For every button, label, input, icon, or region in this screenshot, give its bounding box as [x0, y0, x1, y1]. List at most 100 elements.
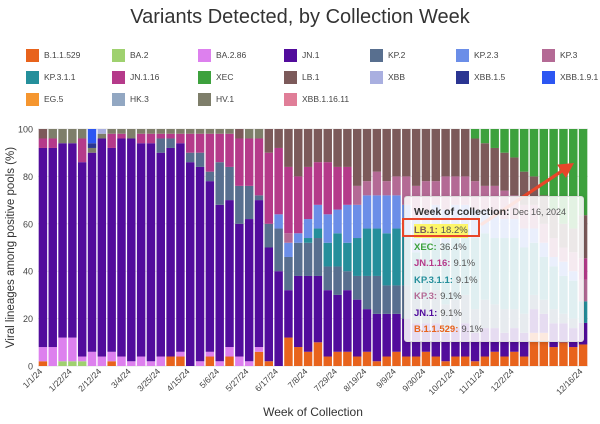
bar-segment[interactable] — [97, 129, 107, 134]
bar-segment[interactable] — [264, 129, 274, 153]
bar-segment[interactable] — [186, 162, 195, 366]
bar-segment[interactable] — [294, 275, 303, 348]
bar-segment[interactable] — [352, 275, 362, 300]
bar-segment[interactable] — [205, 351, 215, 357]
bar-segment[interactable] — [254, 351, 264, 366]
bar-segment[interactable] — [559, 129, 568, 224]
legend-item[interactable]: KP.3 — [542, 48, 577, 62]
bar-segment[interactable] — [87, 152, 97, 352]
bar-segment[interactable] — [58, 361, 67, 366]
bar-segment[interactable] — [87, 143, 97, 148]
legend-item[interactable]: HK.3 — [112, 92, 149, 106]
bar-segment[interactable] — [529, 129, 539, 177]
bar-segment[interactable] — [529, 332, 539, 366]
bar-segment[interactable] — [519, 129, 529, 172]
bar-segment[interactable] — [127, 361, 136, 366]
bar-segment[interactable] — [254, 347, 264, 352]
bar-segment[interactable] — [225, 347, 234, 357]
bar-segment[interactable] — [578, 344, 588, 366]
bar-segment[interactable] — [186, 152, 195, 163]
bar-segment[interactable] — [235, 185, 244, 224]
bar-segment[interactable] — [176, 351, 185, 357]
bar-segment[interactable] — [254, 195, 264, 201]
bar-segment[interactable] — [411, 356, 421, 366]
bar-segment[interactable] — [451, 176, 460, 205]
bar-segment[interactable] — [284, 166, 293, 234]
bar-segment[interactable] — [284, 337, 293, 366]
bar-segment[interactable] — [519, 171, 529, 205]
bar-segment[interactable] — [77, 356, 87, 362]
bar-segment[interactable] — [382, 285, 391, 314]
bar-segment[interactable] — [215, 133, 224, 163]
bar-segment[interactable] — [195, 361, 205, 366]
bar-segment[interactable] — [215, 361, 224, 366]
bar-segment[interactable] — [235, 138, 244, 186]
bar-segment[interactable] — [352, 129, 362, 186]
bar-segment[interactable] — [294, 347, 303, 366]
bar-segment[interactable] — [244, 129, 254, 139]
bar-segment[interactable] — [176, 143, 185, 352]
bar-segment[interactable] — [392, 313, 401, 352]
bar-segment[interactable] — [362, 181, 372, 196]
bar-segment[interactable] — [117, 129, 126, 134]
bar-segment[interactable] — [225, 166, 234, 201]
bar-segment[interactable] — [480, 328, 490, 357]
bar-segment[interactable] — [303, 275, 313, 352]
bar-segment[interactable] — [127, 129, 136, 139]
bar-segment[interactable] — [382, 313, 391, 357]
bar-segment[interactable] — [77, 138, 87, 163]
bar-segment[interactable] — [323, 356, 332, 366]
bar-segment[interactable] — [402, 356, 411, 366]
bar-segment[interactable] — [362, 129, 372, 182]
bar-segment[interactable] — [372, 313, 382, 362]
bar-segment[interactable] — [146, 361, 156, 366]
legend-item[interactable]: JN.1 — [284, 48, 319, 62]
bar-segment[interactable] — [215, 162, 224, 205]
bar-segment[interactable] — [136, 129, 146, 134]
bar-segment[interactable] — [333, 233, 342, 267]
bar-segment[interactable] — [323, 214, 332, 243]
bar-segment[interactable] — [225, 356, 234, 366]
bar-segment[interactable] — [441, 332, 450, 362]
bar-segment[interactable] — [235, 223, 244, 357]
bar-segment[interactable] — [48, 138, 57, 148]
bar-segment[interactable] — [264, 247, 274, 362]
legend-item[interactable]: BA.2.86 — [198, 48, 246, 62]
bar-segment[interactable] — [294, 129, 303, 177]
bar-segment[interactable] — [392, 351, 401, 366]
bar-segment[interactable] — [352, 299, 362, 357]
bar-segment[interactable] — [500, 129, 509, 153]
bar-segment[interactable] — [294, 176, 303, 234]
bar-segment[interactable] — [244, 219, 254, 362]
bar-segment[interactable] — [205, 133, 215, 172]
bar-segment[interactable] — [68, 129, 77, 144]
bar-segment[interactable] — [235, 356, 244, 366]
bar-segment[interactable] — [186, 133, 195, 153]
bar-segment[interactable] — [274, 228, 283, 272]
bar-segment[interactable] — [313, 129, 323, 163]
bar-segment[interactable] — [274, 271, 283, 366]
bar-segment[interactable] — [441, 361, 450, 366]
bar-segment[interactable] — [451, 129, 460, 177]
legend-item[interactable]: BA.2 — [112, 48, 148, 62]
bar-segment[interactable] — [225, 133, 234, 167]
bar-segment[interactable] — [372, 228, 382, 276]
bar-segment[interactable] — [569, 129, 578, 229]
bar-segment[interactable] — [68, 143, 77, 338]
bar-segment[interactable] — [195, 166, 205, 362]
bar-segment[interactable] — [323, 129, 332, 163]
legend-item[interactable]: HV.1 — [198, 92, 234, 106]
bar-segment[interactable] — [313, 238, 323, 276]
bar-segment[interactable] — [451, 328, 460, 357]
bar-segment[interactable] — [146, 133, 156, 144]
bar-segment[interactable] — [274, 214, 283, 229]
bar-segment[interactable] — [48, 147, 57, 348]
bar-segment[interactable] — [117, 356, 126, 366]
bar-segment[interactable] — [77, 129, 87, 139]
bar-segment[interactable] — [343, 242, 352, 272]
bar-segment[interactable] — [549, 347, 558, 366]
bar-segment[interactable] — [294, 242, 303, 276]
bar-segment[interactable] — [333, 129, 342, 167]
bar-segment[interactable] — [372, 129, 382, 172]
bar-segment[interactable] — [166, 138, 175, 148]
